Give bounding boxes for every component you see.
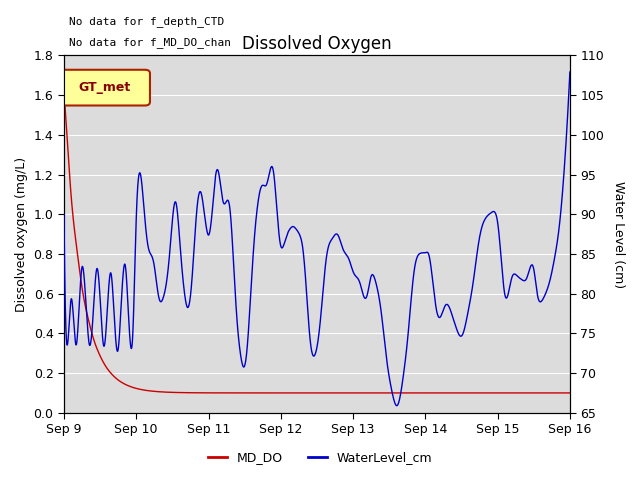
- Y-axis label: Dissolved oxygen (mg/L): Dissolved oxygen (mg/L): [15, 156, 28, 312]
- MD_DO: [253, 390, 261, 396]
- WaterLevel_cm: [60, 211, 68, 217]
- MD_DO: [364, 390, 371, 396]
- WaterLevel_cm: [393, 403, 401, 408]
- MD_DO: [566, 390, 573, 396]
- WaterLevel_cm: [438, 312, 445, 318]
- Y-axis label: Water Level (cm): Water Level (cm): [612, 180, 625, 288]
- Title: Dissolved Oxygen: Dissolved Oxygen: [242, 35, 392, 52]
- Text: GT_met: GT_met: [78, 81, 131, 94]
- MD_DO: [476, 390, 484, 396]
- MD_DO: [60, 88, 68, 94]
- WaterLevel_cm: [152, 275, 160, 280]
- WaterLevel_cm: [566, 69, 573, 75]
- WaterLevel_cm: [253, 205, 261, 211]
- MD_DO: [389, 390, 397, 396]
- Legend: MD_DO, WaterLevel_cm: MD_DO, WaterLevel_cm: [203, 446, 437, 469]
- MD_DO: [438, 390, 445, 396]
- MD_DO: [152, 389, 160, 395]
- Line: WaterLevel_cm: WaterLevel_cm: [64, 72, 570, 406]
- WaterLevel_cm: [476, 232, 484, 238]
- FancyBboxPatch shape: [59, 70, 150, 106]
- WaterLevel_cm: [364, 291, 371, 297]
- Text: No data for f_MD_DO_chan: No data for f_MD_DO_chan: [69, 37, 231, 48]
- Text: No data for f_depth_CTD: No data for f_depth_CTD: [69, 16, 224, 27]
- Line: MD_DO: MD_DO: [64, 91, 570, 393]
- WaterLevel_cm: [389, 393, 397, 399]
